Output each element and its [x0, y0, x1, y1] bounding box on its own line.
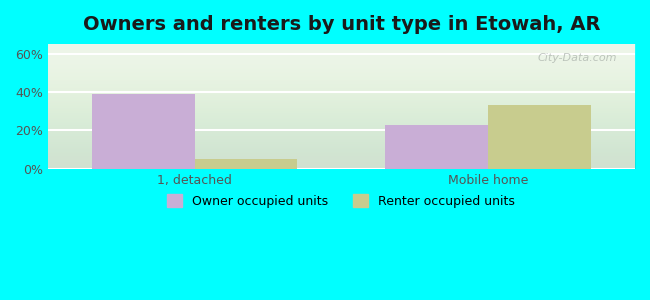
Legend: Owner occupied units, Renter occupied units: Owner occupied units, Renter occupied un…	[162, 189, 521, 213]
Title: Owners and renters by unit type in Etowah, AR: Owners and renters by unit type in Etowa…	[83, 15, 600, 34]
Bar	[488, 105, 591, 169]
Text: City-Data.com: City-Data.com	[538, 52, 617, 63]
Bar	[385, 124, 488, 169]
Bar	[194, 159, 297, 169]
Bar	[92, 94, 194, 169]
